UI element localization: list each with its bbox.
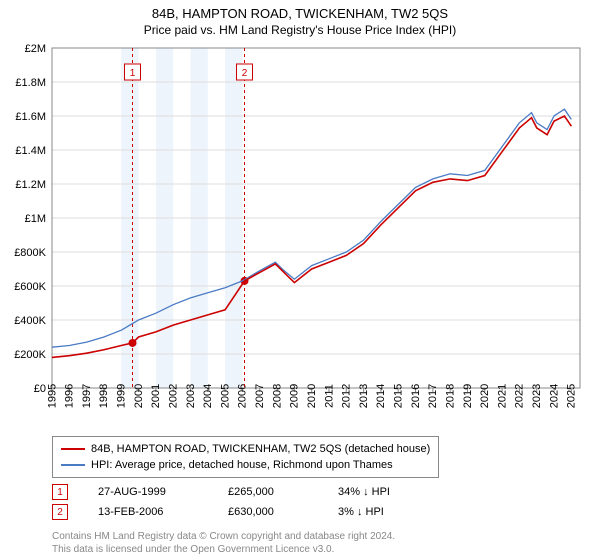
legend: 84B, HAMPTON ROAD, TWICKENHAM, TW2 5QS (… <box>52 436 439 478</box>
svg-text:2010: 2010 <box>306 384 318 408</box>
svg-text:2001: 2001 <box>150 384 162 408</box>
svg-text:2004: 2004 <box>202 384 214 408</box>
svg-text:£1.6M: £1.6M <box>15 111 46 123</box>
footer-attribution: Contains HM Land Registry data © Crown c… <box>52 530 395 556</box>
svg-text:1: 1 <box>130 68 136 79</box>
svg-text:2002: 2002 <box>167 384 179 408</box>
svg-text:£0: £0 <box>34 383 46 395</box>
svg-text:2024: 2024 <box>548 384 560 408</box>
sale-price: £265,000 <box>228 486 308 498</box>
svg-text:1999: 1999 <box>116 384 128 408</box>
sale-date: 13-FEB-2006 <box>98 506 198 518</box>
legend-swatch <box>61 464 85 466</box>
svg-text:2014: 2014 <box>375 384 387 408</box>
svg-text:2006: 2006 <box>237 384 249 408</box>
svg-text:2011: 2011 <box>323 384 335 408</box>
svg-text:£1.4M: £1.4M <box>15 145 46 157</box>
svg-text:£2M: £2M <box>25 43 46 55</box>
sale-row: 2 13-FEB-2006 £630,000 3% ↓ HPI <box>52 502 390 522</box>
svg-text:2020: 2020 <box>479 384 491 408</box>
svg-text:1995: 1995 <box>46 384 58 408</box>
svg-text:2023: 2023 <box>531 384 543 408</box>
legend-row: 84B, HAMPTON ROAD, TWICKENHAM, TW2 5QS (… <box>61 441 430 457</box>
legend-swatch <box>61 448 85 450</box>
svg-text:2009: 2009 <box>289 384 301 408</box>
svg-text:2015: 2015 <box>393 384 405 408</box>
svg-text:2025: 2025 <box>566 384 578 408</box>
sale-row: 1 27-AUG-1999 £265,000 34% ↓ HPI <box>52 482 390 502</box>
sale-marker-badge: 2 <box>52 504 68 520</box>
sales-table: 1 27-AUG-1999 £265,000 34% ↓ HPI 2 13-FEB-200… <box>52 482 390 522</box>
sale-delta: 3% ↓ HPI <box>338 506 384 518</box>
price-chart: £0 £200K £400K £600K £800K £1M £1.2M £1.4M £1.6M… <box>0 0 588 432</box>
svg-text:£200K: £200K <box>14 349 46 361</box>
svg-text:2: 2 <box>242 68 248 79</box>
svg-text:2003: 2003 <box>185 384 197 408</box>
legend-label: HPI: Average price, detached house, Rich… <box>91 459 393 471</box>
svg-text:2017: 2017 <box>427 384 439 408</box>
footer-line-1: Contains HM Land Registry data © Crown c… <box>52 530 395 543</box>
sale-marker-badge: 1 <box>52 484 68 500</box>
svg-text:£1.8M: £1.8M <box>15 77 46 89</box>
svg-text:1997: 1997 <box>81 384 93 408</box>
legend-label: 84B, HAMPTON ROAD, TWICKENHAM, TW2 5QS (… <box>91 443 430 455</box>
svg-text:1998: 1998 <box>98 384 110 408</box>
footer-line-2: This data is licensed under the Open Gov… <box>52 543 395 556</box>
svg-text:1996: 1996 <box>64 384 76 408</box>
svg-text:2000: 2000 <box>133 384 145 408</box>
svg-text:£1.2M: £1.2M <box>15 179 46 191</box>
svg-text:2007: 2007 <box>254 384 266 408</box>
sale-price: £630,000 <box>228 506 308 518</box>
sale-delta: 34% ↓ HPI <box>338 486 390 498</box>
svg-text:2018: 2018 <box>444 384 456 408</box>
svg-text:2016: 2016 <box>410 384 422 408</box>
svg-text:2022: 2022 <box>514 384 526 408</box>
svg-text:2005: 2005 <box>219 384 231 408</box>
svg-text:2021: 2021 <box>496 384 508 408</box>
svg-text:2019: 2019 <box>462 384 474 408</box>
svg-text:£600K: £600K <box>14 281 46 293</box>
svg-text:£800K: £800K <box>14 247 46 259</box>
svg-text:2008: 2008 <box>271 384 283 408</box>
legend-row: HPI: Average price, detached house, Rich… <box>61 457 430 473</box>
svg-text:2013: 2013 <box>358 384 370 408</box>
svg-text:2012: 2012 <box>341 384 353 408</box>
svg-text:£1M: £1M <box>25 213 46 225</box>
svg-text:£400K: £400K <box>14 315 46 327</box>
sale-date: 27-AUG-1999 <box>98 486 198 498</box>
